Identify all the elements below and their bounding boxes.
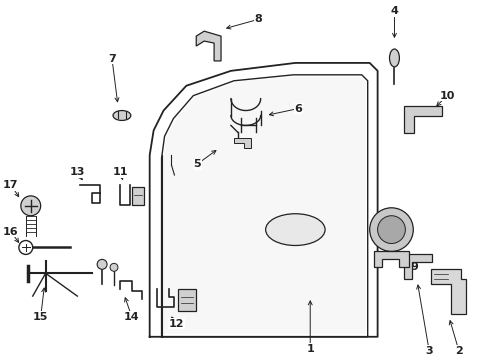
Ellipse shape: [266, 214, 325, 246]
Polygon shape: [196, 31, 221, 61]
Text: 2: 2: [455, 346, 463, 356]
FancyBboxPatch shape: [132, 187, 144, 205]
Text: 3: 3: [425, 346, 433, 356]
Text: 12: 12: [169, 319, 184, 329]
Text: 5: 5: [194, 159, 201, 169]
Polygon shape: [431, 269, 466, 314]
Text: 15: 15: [33, 312, 49, 322]
Text: 16: 16: [3, 226, 19, 237]
Ellipse shape: [113, 111, 131, 121]
Text: 9: 9: [410, 262, 418, 272]
FancyBboxPatch shape: [178, 289, 196, 311]
Text: 17: 17: [3, 180, 19, 190]
Circle shape: [97, 260, 107, 269]
Text: 8: 8: [255, 14, 263, 24]
Text: 11: 11: [112, 167, 128, 177]
Text: 4: 4: [391, 6, 398, 16]
Text: 14: 14: [124, 312, 140, 322]
Text: 1: 1: [306, 344, 314, 354]
Polygon shape: [404, 255, 432, 279]
Polygon shape: [234, 138, 251, 148]
Circle shape: [369, 208, 413, 251]
Text: 6: 6: [294, 104, 302, 113]
Circle shape: [110, 264, 118, 271]
Circle shape: [21, 196, 41, 216]
Circle shape: [378, 216, 405, 243]
Ellipse shape: [390, 49, 399, 67]
Text: 7: 7: [108, 54, 116, 64]
Polygon shape: [164, 77, 366, 334]
Circle shape: [19, 240, 33, 255]
Polygon shape: [374, 251, 409, 267]
Text: 13: 13: [70, 167, 85, 177]
Polygon shape: [404, 105, 442, 133]
Text: 10: 10: [440, 91, 455, 101]
